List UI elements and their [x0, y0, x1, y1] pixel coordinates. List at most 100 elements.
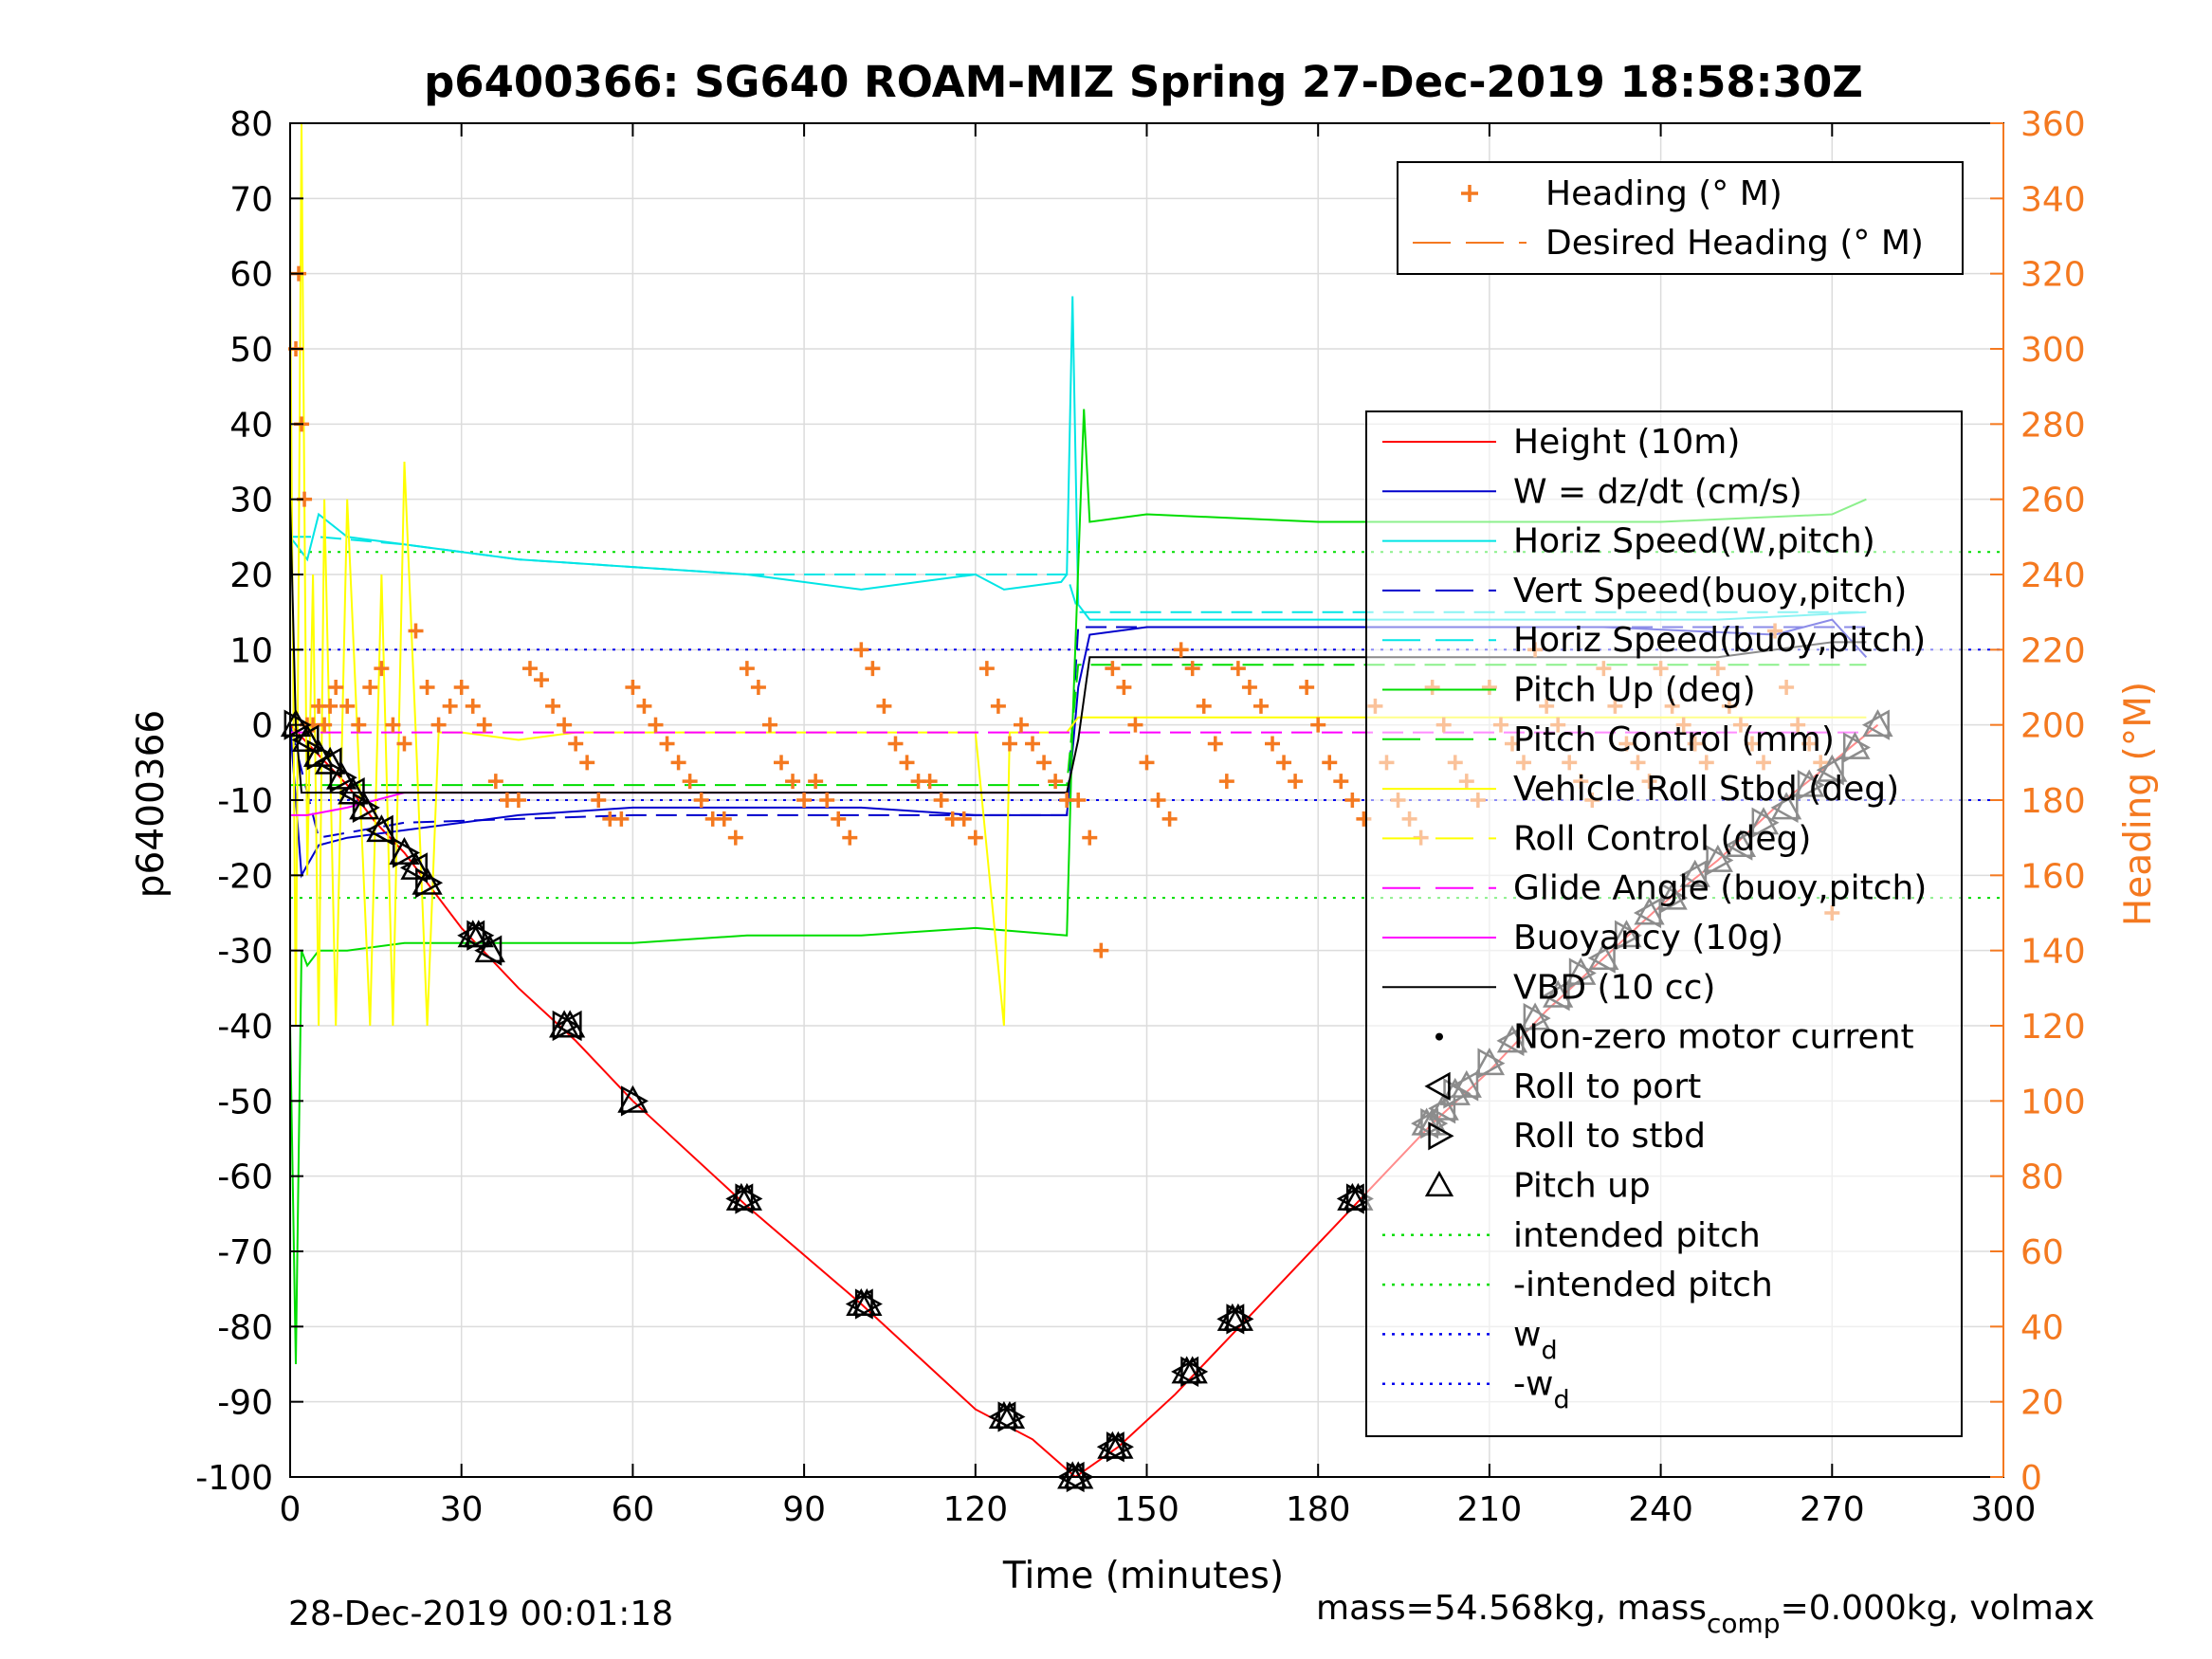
legend-main-label: VBD (10 cc) — [1513, 968, 1715, 1007]
legend-label-text: Non-zero motor current — [1513, 1018, 1914, 1057]
heading-point — [328, 680, 344, 695]
legend-main-label: intended pitch — [1513, 1216, 1761, 1255]
roll-port-marker — [988, 1401, 1016, 1432]
footer-mass: mass=54.568kg, masscomp=0.000kg, volmax — [1316, 1589, 2094, 1639]
heading-point — [785, 774, 801, 790]
pitch-up-marker — [851, 1287, 883, 1316]
pitch-up-marker — [326, 761, 357, 790]
legend-main-label: Roll to port — [1513, 1067, 1701, 1106]
heading-point — [396, 736, 412, 752]
y2-tick-label: 140 — [2020, 933, 2086, 972]
x-tick-label: 60 — [611, 1490, 654, 1529]
roll-port-marker — [474, 935, 503, 966]
legend-swatch-dot — [1435, 1032, 1443, 1041]
heading-point — [545, 698, 561, 714]
y-tick-label: 10 — [229, 631, 273, 670]
legend-label-text: Pitch Control (mm) — [1513, 720, 1835, 759]
footer-mass-text: mass=54.568kg, mass — [1316, 1589, 1707, 1628]
x-tick-label: 120 — [942, 1490, 1008, 1529]
heading-point — [933, 793, 949, 808]
legend-label-text: intended pitch — [1513, 1216, 1761, 1255]
heading-point — [1116, 680, 1132, 695]
heading-point — [430, 717, 447, 733]
roll-port-marker — [725, 1183, 754, 1214]
y2-tick-label: 40 — [2020, 1308, 2064, 1347]
heading-point — [967, 830, 983, 846]
chart-title: p6400366: SG640 ROAM-MIZ Spring 27-Dec-2… — [424, 57, 1863, 107]
heading-point — [831, 811, 847, 827]
heading-point — [1048, 774, 1064, 790]
heading-point — [1241, 680, 1257, 695]
y-tick-label: -50 — [217, 1083, 273, 1121]
heading-point — [716, 811, 732, 827]
roll-port-marker — [457, 920, 485, 951]
y2-tick-label: 180 — [2020, 782, 2086, 821]
heading-point — [899, 755, 915, 771]
heading-point — [853, 642, 869, 658]
pitch-up-marker — [1063, 1461, 1094, 1489]
roll-stbd-marker — [283, 709, 312, 740]
heading-point — [1082, 830, 1098, 846]
y-tick-label: 50 — [229, 331, 273, 370]
heading-point — [351, 717, 367, 733]
legend-label-text: VBD (10 cc) — [1513, 968, 1715, 1007]
heading-point — [808, 774, 824, 790]
legend-swatch-tri-right — [1428, 1121, 1454, 1151]
y-tick-label: -10 — [217, 782, 273, 821]
roll-stbd-marker — [997, 1401, 1026, 1432]
x-tick-label: 0 — [280, 1490, 302, 1529]
y2-tick-label: 360 — [2020, 105, 2086, 144]
y-tick-label: -20 — [217, 857, 273, 896]
roll-stbd-marker — [620, 1085, 649, 1117]
pitch-up-marker — [389, 836, 420, 865]
heading-point — [521, 661, 538, 677]
roll-stbd-marker — [329, 762, 357, 793]
pitch-up-marker — [463, 920, 494, 948]
legend-label-text: Pitch Up (deg) — [1513, 671, 1756, 710]
legend-main-label: W = dz/dt (cm/s) — [1513, 472, 1802, 511]
heading-point — [1265, 736, 1281, 752]
y-tick-label: -40 — [217, 1008, 273, 1047]
legend-heading: Heading (° M) Desired Heading (° M) — [1397, 161, 1964, 275]
roll-port-marker — [365, 814, 393, 846]
heading-point — [1001, 736, 1017, 752]
pitch-up-marker — [1177, 1356, 1208, 1384]
pitch-up-marker — [1222, 1303, 1253, 1331]
heading-point — [1230, 661, 1246, 677]
footer-mass-subscript: comp — [1707, 1608, 1781, 1639]
legend-label-text: Roll Control (deg) — [1513, 819, 1811, 858]
heading-point — [956, 811, 972, 827]
y2-tick-label: 80 — [2020, 1158, 2064, 1197]
x-tick-label: 270 — [1800, 1490, 1865, 1529]
heading-point — [625, 680, 641, 695]
heading-point — [1299, 680, 1315, 695]
heading-point — [453, 680, 469, 695]
heading-point — [1276, 755, 1292, 771]
roll-port-marker — [1096, 1431, 1124, 1463]
x-tick-label: 150 — [1114, 1490, 1179, 1529]
legend-label-text: Glide Angle (buoy,pitch) — [1513, 869, 1927, 908]
legend-label-text: Vehicle Roll Stbd (deg) — [1513, 770, 1899, 809]
heading-point — [1093, 942, 1109, 958]
y-axis-label: p6400366 — [130, 710, 173, 898]
heading-point — [362, 680, 378, 695]
legend-label-text: -w — [1513, 1365, 1553, 1404]
legend-main-label: Vert Speed(buoy,pitch) — [1513, 572, 1907, 611]
legend-main-label: Horiz Speed(buoy,pitch) — [1513, 621, 1926, 660]
pitch-up-marker — [555, 1010, 586, 1038]
heading-point — [442, 698, 458, 714]
y2-tick-label: 220 — [2020, 631, 2086, 670]
heading-point — [1036, 755, 1052, 771]
roll-port-marker — [1336, 1183, 1364, 1214]
legend-label-text: Height (10m) — [1513, 423, 1740, 462]
heading-point — [1184, 661, 1200, 677]
heading-point — [739, 661, 755, 677]
legend-main-label: -wd — [1513, 1365, 1570, 1415]
heading-point — [1105, 661, 1121, 677]
pitch-up-marker — [1103, 1431, 1134, 1459]
legend-main-label: Roll Control (deg) — [1513, 819, 1811, 858]
pitch-up-marker — [617, 1085, 649, 1113]
pitch-up-marker — [1343, 1182, 1374, 1211]
heading-point — [774, 755, 790, 771]
y2-tick-label: 300 — [2020, 331, 2086, 370]
